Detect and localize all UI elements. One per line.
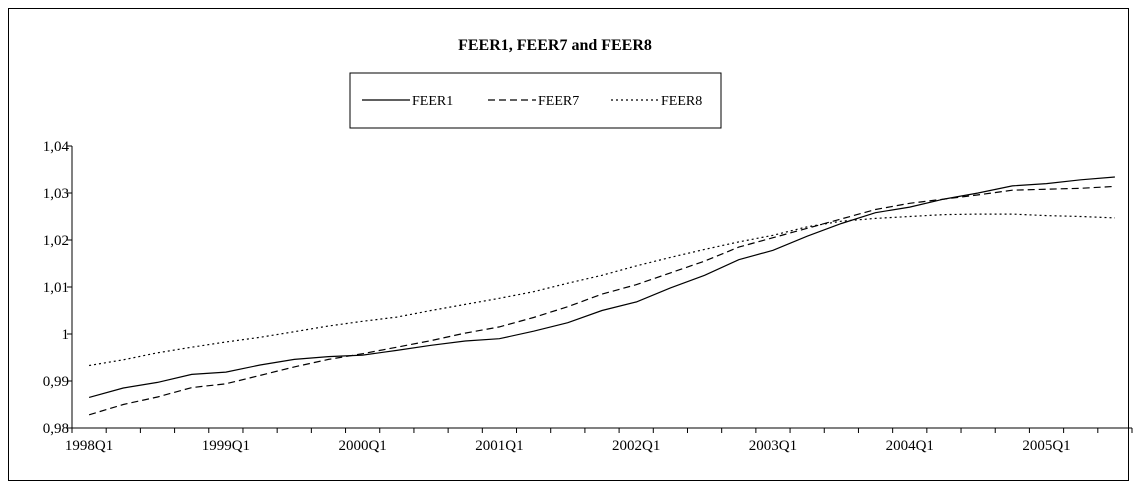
legend-label-feer8: FEER8: [661, 94, 702, 109]
y-tick-label: 0,99: [43, 374, 69, 390]
y-tick-label: 1,02: [43, 233, 69, 249]
x-tick-label: 2000Q1: [338, 438, 386, 454]
legend: FEER1 FEER7 FEER8: [362, 94, 702, 109]
series-line-feer1: [88, 176, 1115, 398]
series-line-feer7: [88, 185, 1115, 416]
y-tick-label: 1,01: [43, 280, 69, 296]
series-line-feer8: [89, 213, 1115, 367]
x-tick-label: 1998Q1: [65, 438, 113, 454]
x-tick-label: 2002Q1: [612, 438, 660, 454]
y-tick-label: 1,03: [43, 186, 69, 202]
legend-label-feer1: FEER1: [412, 94, 453, 109]
x-tick-label: 2004Q1: [886, 438, 934, 454]
x-tick-label: 2003Q1: [749, 438, 797, 454]
x-tick-label: 1999Q1: [202, 438, 250, 454]
series-lines: [88, 176, 1115, 416]
legend-label-feer7: FEER7: [538, 94, 579, 109]
x-tick-label: 2005Q1: [1022, 438, 1070, 454]
y-tick-label: 1,04: [43, 139, 70, 155]
y-tick-label: 0,98: [43, 421, 69, 437]
x-tick-label: 2001Q1: [475, 438, 523, 454]
y-tick-label: 1: [62, 327, 70, 343]
chart-title: FEER1, FEER7 and FEER8: [458, 37, 652, 54]
axes: 0,98 0,99 1 1,01 1,02 1,03 1,04 1998Q1 1999Q1 200…: [43, 139, 1133, 454]
